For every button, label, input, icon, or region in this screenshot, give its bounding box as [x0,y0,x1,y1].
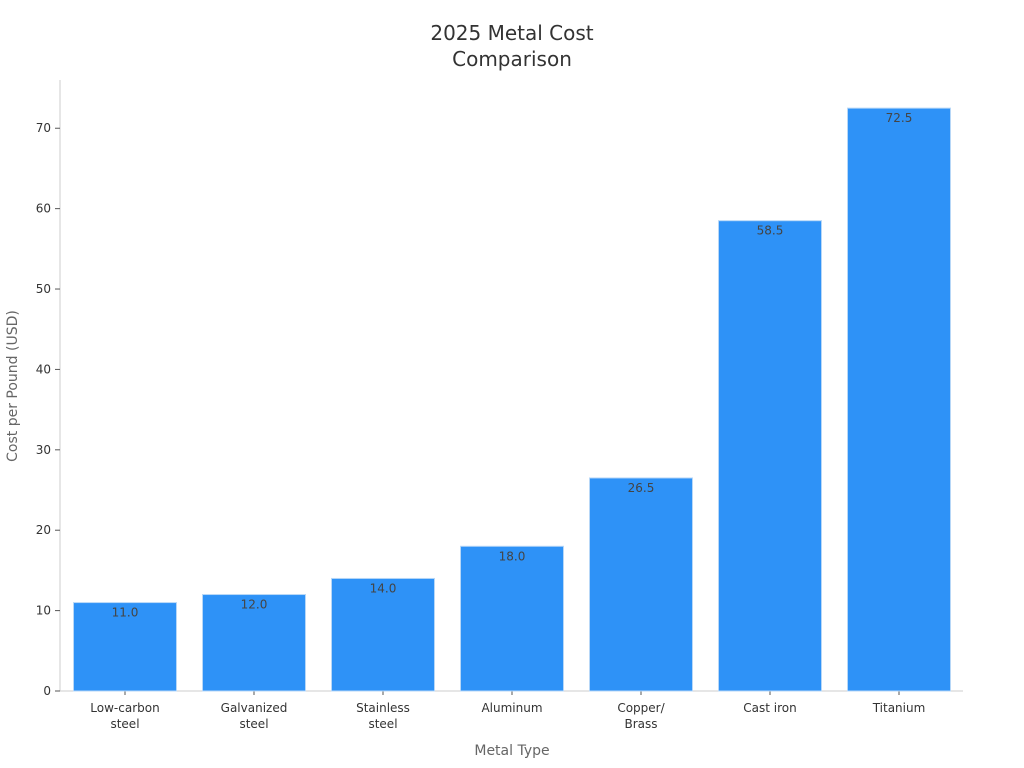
x-tick-label: Titanium [872,701,926,715]
y-tick-label: 40 [36,362,51,376]
y-axis-title: Cost per Pound (USD) [5,310,21,462]
bar [331,577,435,692]
y-tick-label: 60 [36,202,51,216]
bar [73,602,177,692]
y-tick-label: 10 [36,604,51,618]
bar [460,545,564,692]
x-tick-label: Copper/ [617,701,665,715]
bar-value-label: 26.5 [628,481,655,495]
bar-value-label: 18.0 [499,549,526,563]
bar-value-label: 72.5 [886,111,913,125]
bar [202,594,306,692]
x-tick-label: Cast iron [743,701,796,715]
bar-value-label: 11.0 [112,606,139,620]
y-tick-label: 50 [36,282,51,296]
x-axis: Low-carbon steel Galvanized steel Stainless s… [60,690,963,731]
bar-value-label: 14.0 [370,581,397,595]
x-tick-label: steel [110,717,139,731]
x-tick-label: Stainless [356,701,410,715]
chart-title-line: Comparison [452,47,572,71]
bar-value-label: 12.0 [241,598,268,612]
bar [589,477,693,692]
y-axis: 0 10 20 30 40 50 60 70 [36,80,61,698]
x-axis-title: Metal Type [474,743,549,759]
x-tick-label: Aluminum [481,701,542,715]
x-tick-label: Low-carbon [90,701,159,715]
bar [847,107,951,692]
bars-group [73,107,951,692]
chart-title-line: 2025 Metal Cost [430,21,593,45]
y-tick-label: 0 [43,684,51,698]
bar [718,220,822,692]
x-tick-label: Brass [624,717,657,731]
y-tick-label: 30 [36,443,51,457]
x-tick-label: Galvanized [221,701,288,715]
y-tick-label: 70 [36,121,51,135]
data-labels-group: 11.0 12.0 14.0 18.0 26.5 58.5 72.5 [112,111,913,619]
x-tick-label: steel [239,717,268,731]
x-tick-label: steel [368,717,397,731]
y-tick-label: 20 [36,523,51,537]
bar-value-label: 58.5 [757,224,784,238]
